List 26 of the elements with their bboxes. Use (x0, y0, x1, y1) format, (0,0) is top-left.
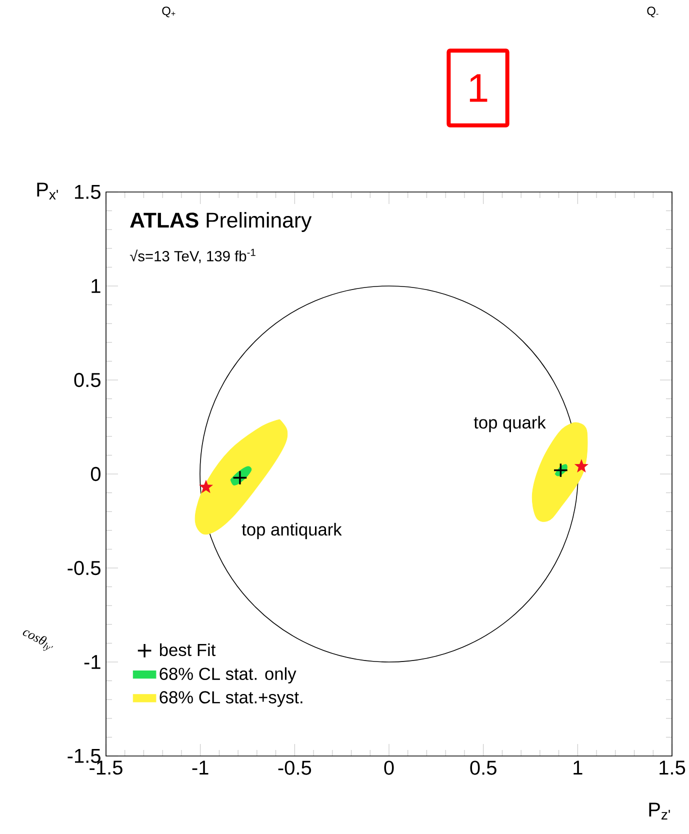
y-tick-label: 0 (90, 466, 100, 482)
x-tick-label: -0.5 (278, 760, 312, 775)
text: Q$_{-}$ (647, 6, 658, 18)
y-axis-title: P$_{x'}$ (37, 182, 58, 200)
x-tick-label: -1 (192, 760, 208, 774)
legend-label: 68% CL stat.+syst. (160, 691, 302, 707)
x-tick-label: 0 (384, 760, 394, 775)
legend-label: best Fit (160, 643, 216, 656)
legend-label: 68% CL stat. only (160, 667, 296, 684)
annotation: ATLAS Preliminary (130, 212, 312, 232)
y-tick-label: 0.5 (74, 372, 100, 388)
x-tick-label: 1.5 (660, 760, 686, 775)
y-tick-label: 1.5 (75, 185, 100, 199)
annotation: top antiquark (242, 522, 342, 540)
x-tick-label: 1 (574, 760, 582, 774)
text: 1 (470, 74, 488, 102)
text: Q$_{+}$ (162, 6, 176, 18)
y-tick-label: 1 (92, 279, 100, 293)
y-tick-label: -1.5 (68, 749, 100, 763)
y-tick-label: -1 (84, 655, 100, 669)
x-axis-title: P$_{z'}$ (649, 802, 670, 820)
text: cosθ$_{ly'}$ (22, 630, 54, 651)
x-tick-label: 0.5 (470, 760, 496, 775)
annotation: √s=13 TeV, 139 fb$^{-1}$ (130, 248, 256, 264)
annotation: top quark (474, 416, 546, 432)
y-tick-label: -0.5 (68, 560, 100, 576)
